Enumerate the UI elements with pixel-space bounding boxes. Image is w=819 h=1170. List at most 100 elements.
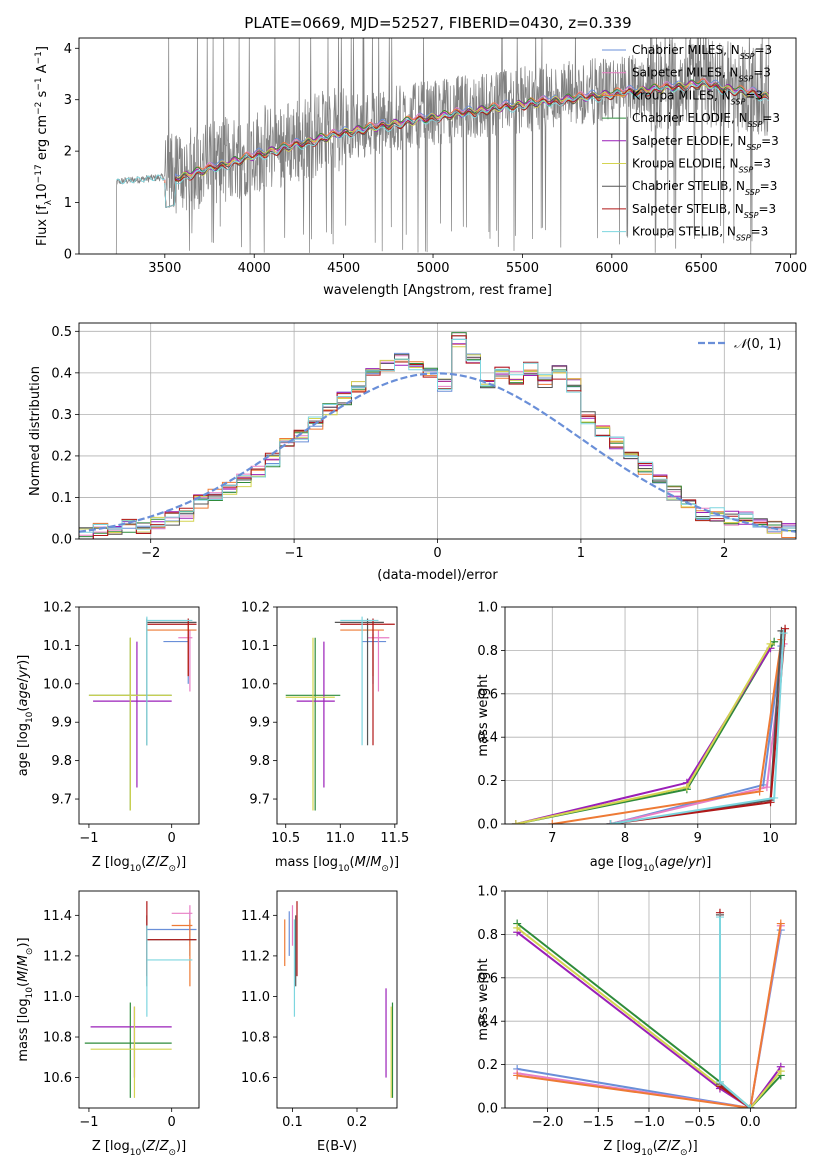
y-tick-label: 10.6 <box>241 1071 270 1086</box>
legend-part: (0, 1) <box>746 337 781 352</box>
label-part: )] <box>16 937 31 947</box>
y-axis-label: Normed distribution <box>28 366 43 496</box>
y-tick-label: 4 <box>64 42 72 57</box>
mass-vs-Z-panel: −1 010.610.811.011.211.4Z [log10(Z/Z⊙)]ma… <box>16 890 200 1158</box>
x-axis-label: (data-model)/error <box>377 568 498 583</box>
y-tick-label: 10.8 <box>43 1031 72 1046</box>
y-tick-label: 10.6 <box>43 1071 72 1086</box>
label-part: M <box>16 955 31 966</box>
x-tick-label: 0.2 <box>347 1115 368 1130</box>
residuals-panel: −2 −1 0 1 2 0.0 0.1 0.2 0.3 0.4 0.5 𝒩(0, 1) (data-mo… <box>28 322 797 583</box>
legend-label: Kroupa ELODIE, NSSP=3 <box>632 157 771 175</box>
axes-frame <box>504 890 797 1109</box>
label-part: ⊙ <box>680 1148 688 1158</box>
legend-part: Salpeter MILES, N <box>632 66 739 80</box>
x-axis-label: wavelength [Angstrom, rest frame] <box>323 283 552 298</box>
y-tick-label: 10.8 <box>241 1031 270 1046</box>
y-tick-label: 11.2 <box>43 949 72 964</box>
x-tick-label: 4500 <box>327 261 360 276</box>
x-tick-label: 0 <box>168 1115 176 1130</box>
label-part: −1 <box>34 77 44 90</box>
x-tick-label: 6500 <box>685 261 718 276</box>
label-part: yr <box>16 663 31 679</box>
label-part: )] <box>176 855 186 870</box>
x-tick-label: −0.5 <box>684 1115 716 1130</box>
y-tick-label: 11.2 <box>241 949 270 964</box>
label-part: yr <box>687 855 703 870</box>
x-axis-label: Z [log10(Z/Z⊙)] <box>603 1139 697 1158</box>
legend-part: =3 <box>761 134 779 148</box>
x-tick-label: 0.1 <box>282 1115 303 1130</box>
label-part: 10 <box>35 183 50 200</box>
label-part: ⊙ <box>168 1148 176 1158</box>
figure-title: PLATE=0669, MJD=52527, FIBERID=0430, z=0… <box>244 14 631 32</box>
legend-part: =3 <box>753 157 771 171</box>
label-part: ( <box>141 1139 146 1154</box>
label-part: )] <box>16 655 31 665</box>
y-tick-label: 9.8 <box>51 754 72 769</box>
weight-point <box>513 923 522 932</box>
legend-part: Chabrier STELIB, N <box>632 179 745 193</box>
legend-part: Salpeter ELODIE, N <box>632 134 746 148</box>
label-part: Z [log <box>603 1139 641 1154</box>
weight-point <box>548 820 557 824</box>
label-part: / <box>366 855 371 870</box>
label-part: Z [log <box>92 1139 130 1154</box>
y-tick-label: 10.2 <box>241 601 270 616</box>
weight-point <box>766 639 775 648</box>
age-vs-Z-panel: −1 09.79.89.910.010.110.2Z [log10(Z/Z⊙)]a… <box>16 601 200 874</box>
label-part: 10 <box>130 1148 142 1158</box>
x-tick-label: 0 <box>168 831 176 846</box>
x-axis-label: mass [log10(M/M⊙)] <box>275 855 399 874</box>
weight-point <box>755 787 764 796</box>
label-part: 10 <box>25 711 35 723</box>
label-part: )] <box>389 855 399 870</box>
y-axis-label: Flux [fλ10−17 erg cm−2 s−1 A−1] <box>34 46 54 246</box>
x-tick-label: 6000 <box>595 261 628 276</box>
axes-frame <box>276 606 398 825</box>
y-tick-label: 11.4 <box>241 909 270 924</box>
legend-part: SSP <box>731 97 746 106</box>
weight-point <box>511 820 520 824</box>
x-axis-label: Z [log10(Z/Z⊙)] <box>92 855 186 874</box>
weight-vs-Z-panel: −2.0 −1.5 −1.0 −0.5 0.0 0.0 0.2 0.4 0.6 0.8 1.0 Z [… <box>476 885 797 1158</box>
label-part: 10 <box>641 1148 653 1158</box>
axes-frame <box>78 606 200 825</box>
x-tick-label: 5000 <box>416 261 449 276</box>
label-part: age [log <box>16 723 31 776</box>
weight-point <box>513 1071 522 1080</box>
label-part: s <box>35 90 50 101</box>
y-tick-label: 0.1 <box>51 491 72 506</box>
label-part: ( <box>16 707 31 712</box>
label-part: ⊙ <box>25 948 35 956</box>
legend-part: =3 <box>762 111 780 125</box>
label-part: 10 <box>130 864 142 874</box>
hist-step-kroupa-stelib <box>79 339 796 533</box>
x-tick-label: −2.0 <box>532 1115 564 1130</box>
weight-point <box>762 783 771 792</box>
weight-point <box>776 1067 785 1076</box>
y-tick-label: 10.1 <box>241 639 270 654</box>
legend-part: Salpeter STELIB, N <box>632 202 744 216</box>
age-vs-mass-panel: 10.5 11.0 11.5 9.7 9.8 9.9 10.0 10.1 10.2 mass [l… <box>241 601 409 875</box>
y-tick-label: 1.0 <box>477 885 498 900</box>
legend-part: =3 <box>754 43 772 57</box>
model-line-kroupa-stelib <box>164 81 770 208</box>
legend-label: Salpeter MILES, NSSP=3 <box>632 66 771 84</box>
label-part: ( <box>653 1139 658 1154</box>
weight-point <box>715 913 724 922</box>
data-spectrum-line <box>114 38 770 254</box>
x-tick-label: 0.0 <box>740 1115 761 1130</box>
label-part: −2 <box>34 102 44 115</box>
legend-part: SSP <box>748 120 763 129</box>
x-tick-label: 3500 <box>148 261 181 276</box>
label-part: )] <box>176 1139 186 1154</box>
label-part: )] <box>701 855 711 870</box>
label-part: erg cm <box>35 115 50 164</box>
legend-label: Salpeter STELIB, NSSP=3 <box>632 202 776 220</box>
label-part: ⊙ <box>381 864 389 874</box>
label-part: Flux [f <box>35 205 50 246</box>
y-tick-label: 0.3 <box>51 408 72 423</box>
legend-part: SSP <box>739 74 754 83</box>
x-axis-label: age [log10(age/yr)] <box>590 855 712 874</box>
